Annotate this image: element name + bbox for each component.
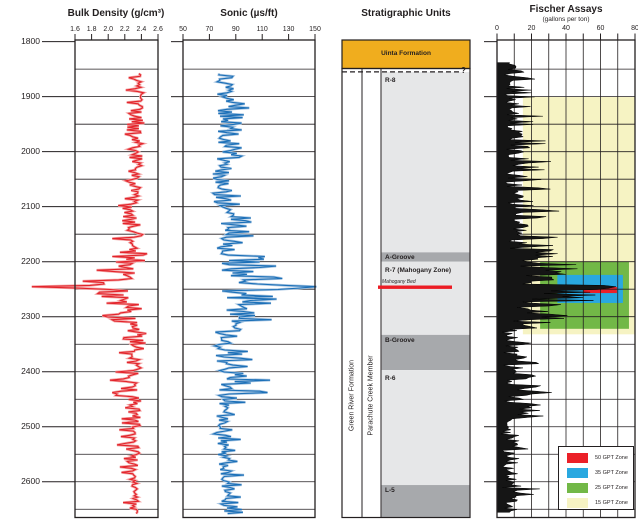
fischer-tick-80: 80 xyxy=(631,25,638,32)
depth-label-2000: 2000 xyxy=(21,146,40,157)
sonic-curve xyxy=(208,73,317,515)
mahogany-bed-label: Mahogany Bed xyxy=(382,279,416,285)
legend-item-35: 35 GPT Zone xyxy=(567,467,628,478)
unit-label-a-groove: A-Groove xyxy=(385,254,415,262)
parachute-creek-member-label: Parachute Creek Member xyxy=(367,355,375,436)
unit-label-r8: R-8 xyxy=(385,76,396,84)
fischer-tick-60: 60 xyxy=(596,25,605,32)
depth-label-2400: 2400 xyxy=(21,366,40,377)
depth-label-2100: 2100 xyxy=(21,201,40,212)
density-curve xyxy=(31,72,148,515)
gpt-zone-legend: 50 GPT Zone 35 GPT Zone 25 GPT Zone 15 GPT … xyxy=(558,446,634,510)
depth-label-1800: 1800 xyxy=(21,36,40,47)
legend-label: 15 GPT Zone xyxy=(595,499,628,506)
depth-label-1900: 1900 xyxy=(21,91,40,102)
legend-item-15: 15 GPT Zone xyxy=(567,497,628,508)
depth-label-2600: 2600 xyxy=(21,476,40,487)
density-panel-title: Bulk Density (g/cm³) xyxy=(67,8,165,19)
density-tick-1.8: 1.8 xyxy=(86,26,97,33)
legend-label: 50 GPT Zone xyxy=(595,454,628,461)
legend-swatch xyxy=(567,482,588,493)
green-river-formation-label: Green River Formation xyxy=(348,359,356,432)
legend-swatch xyxy=(567,467,588,478)
legend-item-25: 25 GPT Zone xyxy=(567,482,628,493)
sonic-tick-90: 90 xyxy=(231,26,240,33)
legend-label: 35 GPT Zone xyxy=(595,469,628,476)
unit-label-r6: R-6 xyxy=(385,375,396,383)
strat-panel-title: Stratigraphic Units xyxy=(361,8,451,19)
density-tick-2.4: 2.4 xyxy=(136,26,147,33)
fischer-panel-subtitle: (gallons per ton) xyxy=(542,16,590,23)
sonic-tick-50: 50 xyxy=(179,26,187,33)
depth-label-2200: 2200 xyxy=(21,256,40,267)
sonic-tick-150: 150 xyxy=(309,26,321,33)
legend-swatch xyxy=(567,497,588,508)
legend-item-50: 50 GPT Zone xyxy=(567,452,628,463)
density-tick-1.6: 1.6 xyxy=(70,26,80,33)
uinta-formation-label: Uinta Formation xyxy=(381,50,431,57)
fischer-tick-40: 40 xyxy=(562,25,570,32)
unit-label-b-groove: B-Groove xyxy=(385,336,415,344)
sonic-tick-70: 70 xyxy=(205,26,214,33)
density-tick-2: 2.0 xyxy=(103,26,114,33)
panel-borders xyxy=(74,39,636,519)
unit-label-l5: L-5 xyxy=(385,487,395,495)
unit-label-r7-mahogany-zone: R-7 (Mahogany Zone) xyxy=(385,266,452,274)
depth-label-2300: 2300 xyxy=(21,311,40,322)
boundary-query-mark: ? xyxy=(461,66,466,75)
legend-swatch xyxy=(567,452,588,463)
sonic-tick-110: 110 xyxy=(256,26,268,33)
assay-curve xyxy=(496,62,617,513)
sonic-panel-title: Sonic (µs/ft) xyxy=(220,8,278,19)
fischer-tick-20: 20 xyxy=(527,25,536,32)
fischer-tick-0: 0 xyxy=(495,25,499,32)
density-tick-2.2: 2.2 xyxy=(119,26,130,33)
fischer-panel-title: Fischer Assays xyxy=(529,4,603,15)
strat-column xyxy=(341,39,471,519)
legend-label: 25 GPT Zone xyxy=(595,484,628,491)
density-tick-2.6: 2.6 xyxy=(153,26,163,33)
sonic-tick-130: 130 xyxy=(282,26,295,33)
depth-label-2500: 2500 xyxy=(21,421,40,432)
